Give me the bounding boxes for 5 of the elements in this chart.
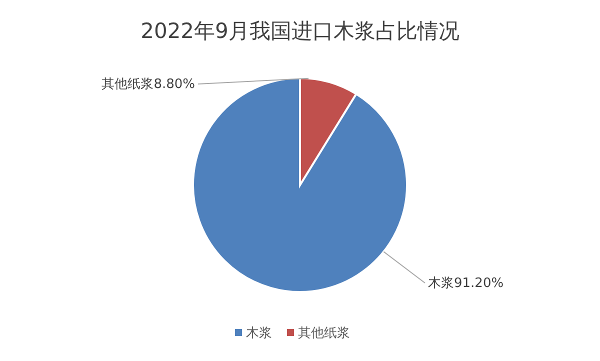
legend-label: 其他纸浆 (298, 326, 350, 341)
category-label: 其他纸浆8.80% (102, 77, 195, 92)
legend-label: 木浆 (246, 326, 272, 341)
chart-title: 2022年9月我国进口木浆占比情况 (140, 19, 460, 43)
category-label: 木浆91.20% (428, 276, 504, 291)
